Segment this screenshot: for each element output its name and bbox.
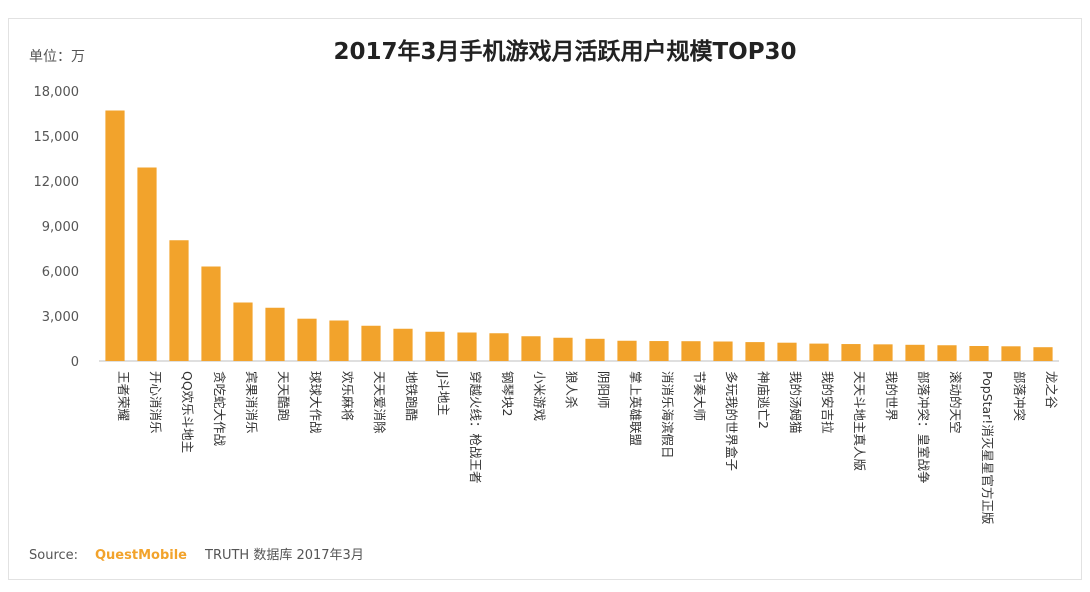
bar [905,344,925,361]
x-category-label: 王者荣耀 [116,371,131,422]
bar [681,341,701,361]
bar [393,328,413,361]
bar [425,331,445,361]
bar [201,266,221,361]
y-tick-label: 18,000 [34,85,80,100]
bar [873,344,893,361]
bar [617,340,637,361]
bar [777,342,797,361]
x-category-label: 节奏大师 [692,371,707,421]
bar [745,342,765,361]
x-category-label: 贪吃蛇大作战 [212,371,227,447]
x-category-label: QQ欢乐斗地主 [180,371,195,453]
bar [169,240,189,361]
y-tick-label: 15,000 [34,130,80,145]
bar [1001,346,1021,361]
x-category-label: 我的安吉拉 [820,371,835,434]
x-category-label: 我的世界 [884,371,899,422]
y-tick-label: 0 [71,355,79,370]
x-category-label: 开心消消乐 [148,371,163,434]
bar [489,333,509,361]
x-category-label: JJ斗地主 [436,370,451,416]
x-category-label: 天天斗地主真人版 [852,371,867,472]
x-category-label: 欢乐麻将 [340,371,355,421]
bar [969,346,989,361]
unit-label: 单位：万 [29,49,85,65]
bar [809,343,829,361]
x-category-label: PopStar!消灭星星官方正版 [980,371,995,525]
x-category-label: 神庙逃亡2 [756,371,771,429]
y-tick-label: 6,000 [42,265,79,280]
bar-chart: 2017年3月手机游戏月活跃用户规模TOP30 单位：万 0 3,000 6,000… [29,38,1059,563]
y-tick-label: 9,000 [42,220,79,235]
x-category-label: 狼人杀 [564,371,579,409]
x-category-label: 我的汤姆猫 [788,371,803,434]
bar [713,341,733,361]
x-category-label: 掌上英雄联盟 [628,371,643,446]
x-category-label: 龙之谷 [1044,371,1059,409]
source-brand: QuestMobile [95,548,187,563]
x-category-label: 部落冲突 [1012,371,1027,421]
y-tick-label: 3,000 [42,310,79,325]
bar [265,307,285,361]
y-tick-label: 12,000 [34,175,80,190]
x-category-label: 穿越火线：枪战王者 [468,371,483,484]
bar [329,320,349,361]
x-category-label: 滚动的天空 [948,371,963,434]
bars-group [105,110,1053,361]
bar [457,332,477,361]
x-category-label: 阴阳师 [596,371,611,409]
bar [585,338,605,361]
bar [521,336,541,361]
x-category-label: 钢琴块2 [500,371,515,416]
bar [841,344,861,361]
source-prefix: Source: [29,548,78,563]
bar [137,167,157,361]
x-axis-labels: 王者荣耀 开心消消乐 QQ欢乐斗地主 贪吃蛇大作战 宾果消消乐 天天酷跑 球球大作战 欢乐麻将… [116,370,1059,525]
x-category-label: 多玩我的世界盒子 [724,371,739,471]
bar [233,302,253,361]
bar [297,318,317,361]
chart-title: 2017年3月手机游戏月活跃用户规模TOP30 [333,38,796,65]
bar [105,110,125,361]
bar [361,325,381,361]
x-category-label: 宾果消消乐 [244,371,259,434]
bar [1033,347,1053,361]
x-category-label: 天天爱消除 [372,371,387,434]
chart-frame: 2017年3月手机游戏月活跃用户规模TOP30 单位：万 0 3,000 6,000… [8,18,1082,580]
x-category-label: 地铁跑酷 [404,371,419,422]
bar [649,341,669,361]
y-axis-ticks: 0 3,000 6,000 9,000 12,000 15,000 18,000 [34,85,80,370]
x-category-label: 球球大作战 [308,371,323,434]
source-suffix: TRUTH 数据库 2017年3月 [204,547,364,563]
bar [553,337,573,361]
x-category-label: 小米游戏 [532,371,547,421]
x-category-label: 消消乐海滨假日 [660,371,675,459]
x-category-label: 天天酷跑 [276,371,291,422]
bar [937,345,957,361]
x-category-label: 部落冲突：皇室战争 [916,371,931,484]
